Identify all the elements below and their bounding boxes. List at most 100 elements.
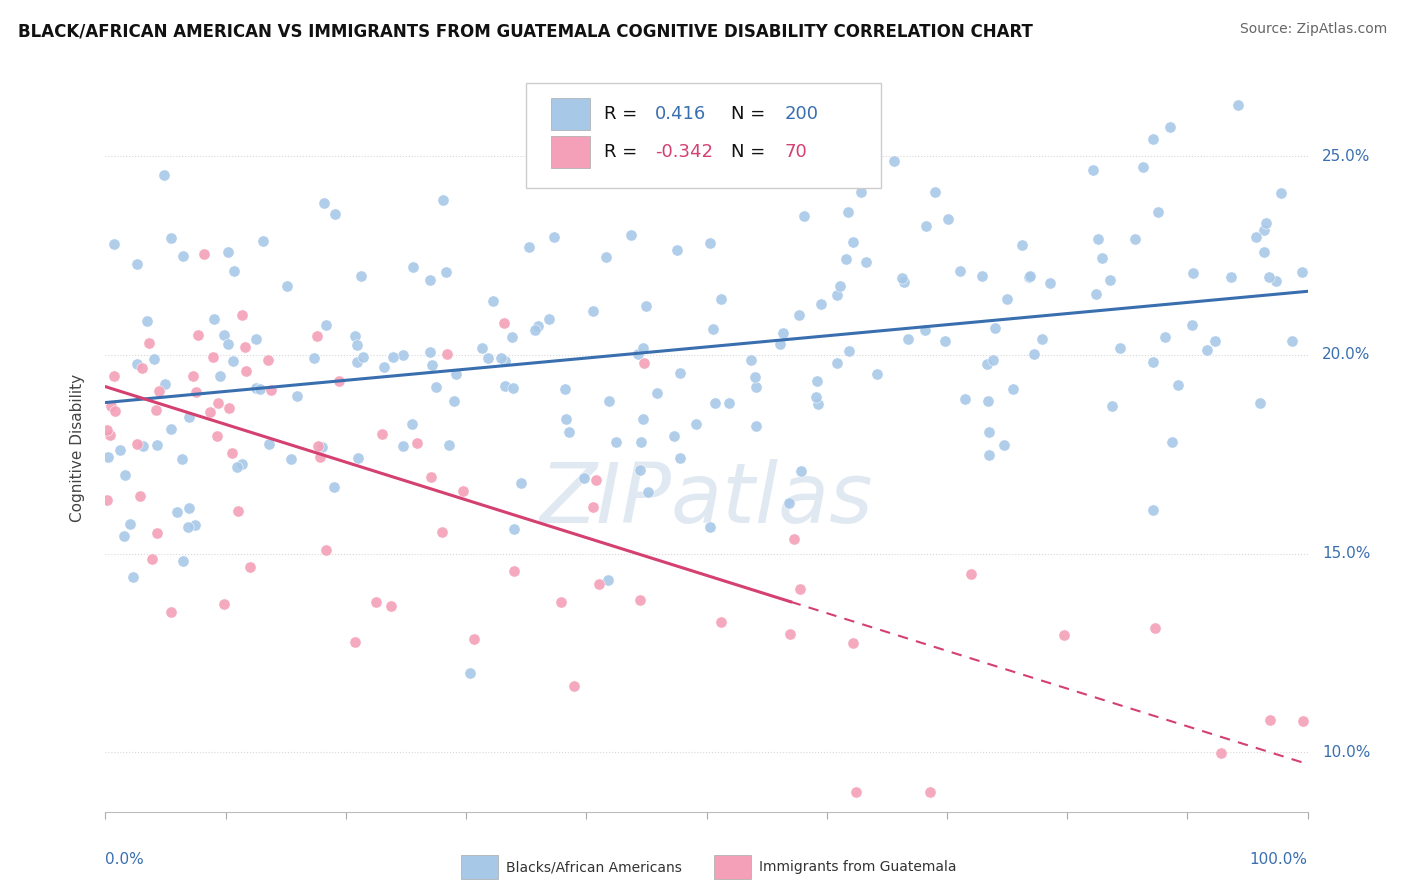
Point	[538, 312, 561, 326]
Point	[665, 243, 688, 257]
Point	[430, 525, 453, 540]
Point	[160, 422, 183, 436]
Point	[382, 350, 405, 364]
Point	[97, 450, 120, 464]
Point	[1142, 132, 1164, 146]
Point	[633, 412, 655, 426]
Point	[443, 394, 465, 409]
Point	[160, 231, 183, 245]
Point	[495, 379, 517, 393]
Point	[633, 356, 655, 370]
Point	[177, 500, 200, 515]
Point	[837, 204, 859, 219]
Point	[202, 312, 225, 326]
Point	[574, 471, 596, 485]
Point	[217, 337, 239, 351]
Point	[259, 383, 281, 397]
Point	[104, 404, 127, 418]
Point	[793, 209, 815, 223]
Point	[891, 270, 914, 285]
Point	[346, 355, 368, 369]
Point	[783, 532, 806, 546]
Point	[1038, 277, 1060, 291]
Point	[1227, 97, 1250, 112]
Point	[703, 396, 725, 410]
Point	[235, 364, 257, 378]
Point	[778, 496, 800, 510]
Point	[1181, 318, 1204, 332]
Point	[984, 321, 1007, 335]
Text: ZIPatlas: ZIPatlas	[540, 458, 873, 540]
Point	[257, 353, 280, 368]
Point	[222, 264, 245, 278]
Point	[993, 438, 1015, 452]
Point	[1002, 382, 1025, 396]
Text: 25.0%: 25.0%	[1322, 149, 1371, 164]
Point	[366, 595, 388, 609]
Text: 0.416: 0.416	[655, 105, 706, 123]
Point	[1053, 628, 1076, 642]
Point	[207, 395, 229, 409]
Point	[170, 451, 193, 466]
Point	[1209, 746, 1232, 760]
Point	[664, 428, 686, 442]
Point	[402, 260, 425, 274]
Point	[143, 352, 166, 367]
Point	[503, 565, 526, 579]
Point	[1253, 245, 1275, 260]
Point	[581, 500, 603, 514]
Text: N =: N =	[731, 105, 770, 123]
Point	[420, 470, 443, 484]
Point	[98, 428, 121, 442]
Point	[1143, 621, 1166, 635]
Point	[1091, 251, 1114, 265]
Point	[744, 369, 766, 384]
Point	[114, 467, 136, 482]
Point	[138, 336, 160, 351]
Point	[637, 485, 659, 500]
Point	[634, 299, 657, 313]
Point	[315, 542, 337, 557]
Point	[315, 318, 337, 333]
Point	[830, 278, 852, 293]
Point	[419, 344, 441, 359]
Text: 70: 70	[785, 143, 807, 161]
Point	[352, 350, 374, 364]
Point	[502, 522, 524, 536]
Point	[1125, 232, 1147, 246]
Point	[371, 427, 394, 442]
Text: 0.0%: 0.0%	[105, 852, 145, 867]
Point	[328, 374, 350, 388]
Point	[825, 287, 848, 301]
Point	[1132, 160, 1154, 174]
Point	[432, 193, 454, 207]
Point	[100, 399, 122, 413]
Text: Source: ZipAtlas.com: Source: ZipAtlas.com	[1240, 22, 1388, 37]
Point	[285, 388, 308, 402]
Point	[280, 452, 302, 467]
Point	[1264, 274, 1286, 288]
Point	[897, 332, 920, 346]
Text: 10.0%: 10.0%	[1322, 745, 1371, 760]
Point	[702, 321, 724, 335]
Point	[789, 582, 811, 596]
Point	[405, 436, 427, 450]
Point	[239, 560, 262, 574]
Point	[1182, 266, 1205, 280]
Text: Immigrants from Guatemala: Immigrants from Guatemala	[759, 860, 956, 874]
Point	[103, 369, 125, 384]
Point	[647, 385, 669, 400]
Point	[146, 438, 169, 452]
Point	[582, 304, 605, 318]
Point	[960, 567, 983, 582]
Point	[789, 464, 811, 478]
Point	[558, 97, 581, 112]
Point	[620, 228, 643, 243]
Point	[108, 442, 131, 457]
Point	[972, 268, 994, 283]
Point	[1011, 238, 1033, 252]
Point	[554, 412, 576, 426]
Point	[598, 573, 620, 587]
Point	[562, 679, 585, 693]
Point	[934, 334, 956, 348]
